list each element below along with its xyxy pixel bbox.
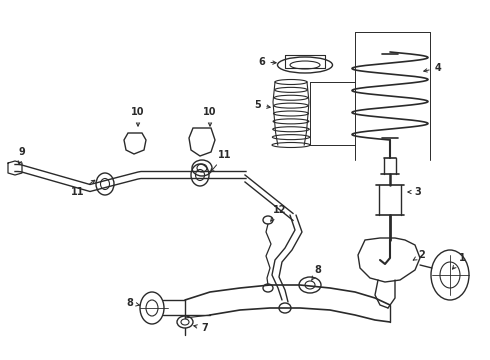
Text: 4: 4 [424,63,441,73]
Text: 3: 3 [408,187,421,197]
Text: 8: 8 [126,298,139,308]
Text: 8: 8 [312,265,321,280]
Text: 10: 10 [203,107,217,126]
Text: 11: 11 [211,150,232,172]
Text: 2: 2 [413,250,425,260]
Text: 5: 5 [255,100,270,110]
Text: 7: 7 [194,323,208,333]
Text: 1: 1 [453,253,466,269]
Text: 11: 11 [71,180,95,197]
Text: 6: 6 [259,57,276,67]
Text: 10: 10 [131,107,145,126]
Text: 9: 9 [18,147,25,164]
Text: 12: 12 [270,205,287,221]
